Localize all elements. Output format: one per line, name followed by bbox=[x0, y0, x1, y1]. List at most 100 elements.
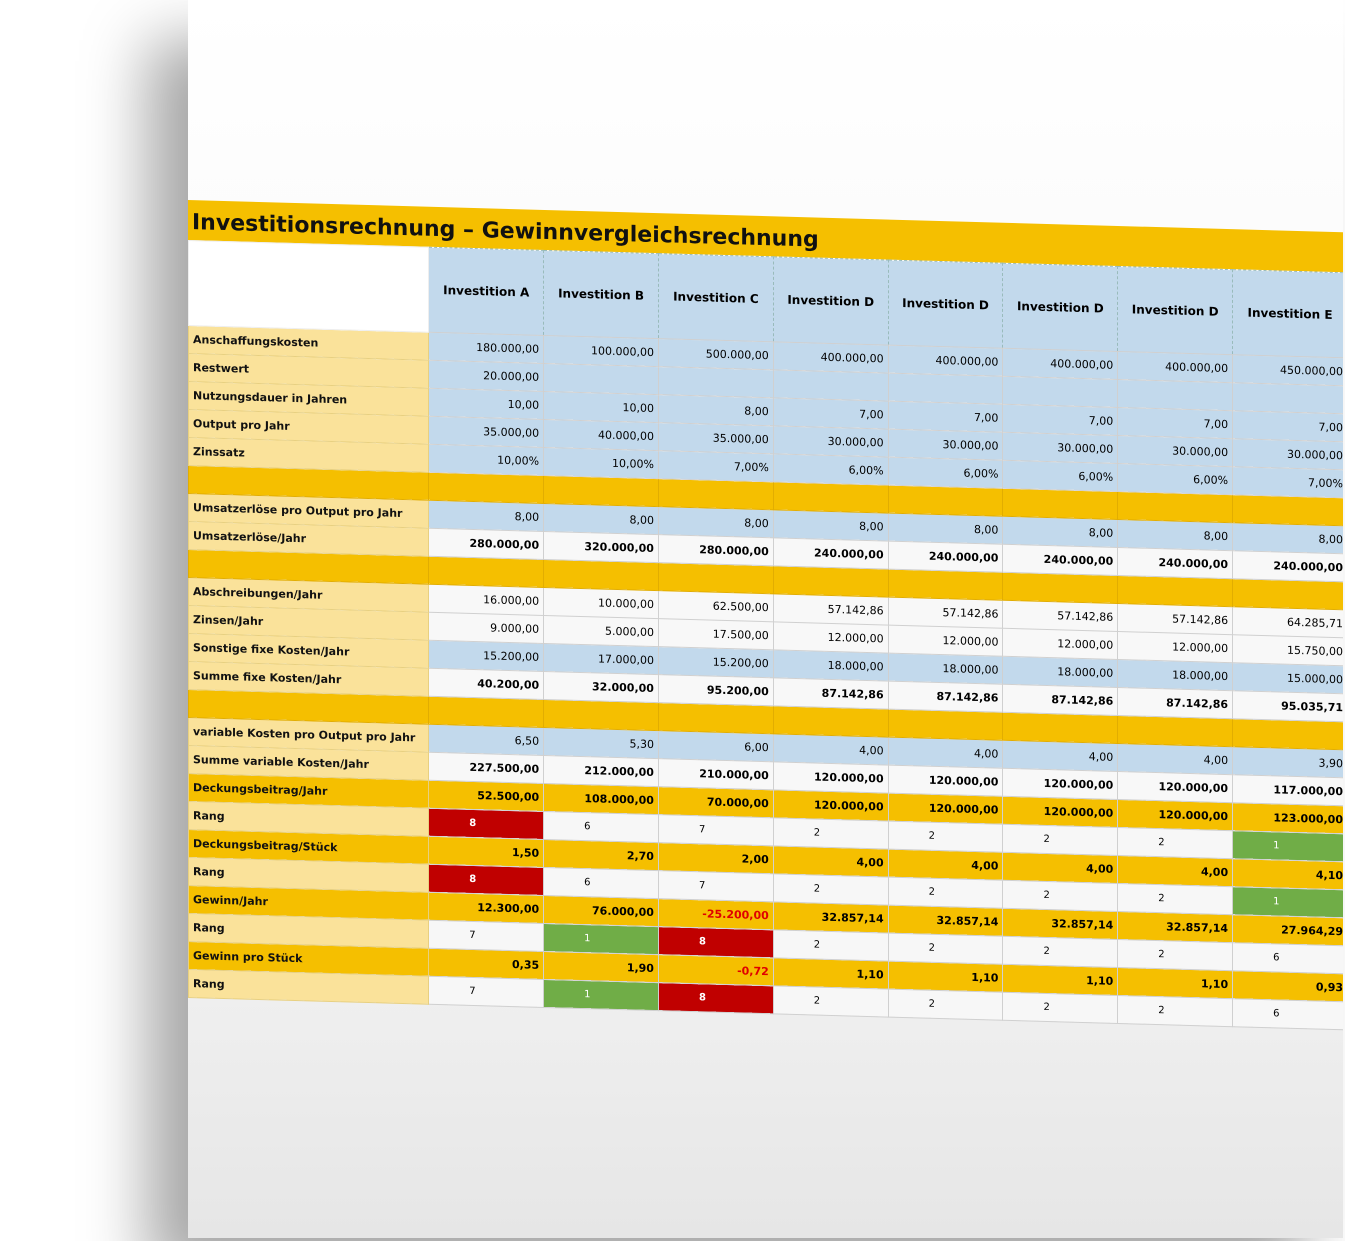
cell: 2 bbox=[773, 985, 889, 1018]
cell: 57.142,86 bbox=[1002, 600, 1118, 632]
cell: 18.000,00 bbox=[888, 653, 1003, 685]
cell: 8,00 bbox=[658, 506, 774, 538]
cell: 10,00 bbox=[428, 388, 544, 420]
cell: 12.000,00 bbox=[1002, 628, 1118, 660]
cell: 6 bbox=[543, 867, 659, 899]
cell: 6 bbox=[1232, 998, 1343, 1030]
cell: 7 bbox=[658, 814, 774, 846]
cell: 95.035,71 bbox=[1232, 690, 1343, 722]
column-header: Investition D bbox=[1117, 266, 1233, 355]
cell: 87.142,86 bbox=[1002, 684, 1118, 716]
cell: 30.000,00 bbox=[773, 425, 889, 458]
separator-cell bbox=[773, 705, 889, 738]
cell bbox=[1117, 379, 1233, 411]
cell: 2 bbox=[888, 989, 1003, 1021]
cell: 120.000,00 bbox=[1002, 796, 1118, 828]
cell: 2 bbox=[1117, 883, 1233, 915]
cell: 76.000,00 bbox=[543, 895, 659, 927]
column-header: Investition D bbox=[888, 260, 1003, 349]
cell: 6,00% bbox=[1002, 460, 1118, 492]
cell: 4,00 bbox=[888, 849, 1003, 881]
cell: 240.000,00 bbox=[1232, 550, 1343, 582]
cell: 4,00 bbox=[773, 845, 889, 878]
column-header: Investition B bbox=[543, 250, 659, 339]
column-header: Investition D bbox=[773, 256, 889, 346]
cell: 4,00 bbox=[1117, 855, 1233, 887]
row-label: Rang bbox=[188, 969, 429, 1005]
cell: 240.000,00 bbox=[1117, 547, 1233, 579]
cell: 1,10 bbox=[1002, 964, 1118, 996]
separator-cell bbox=[1117, 491, 1233, 523]
cell: 95.200,00 bbox=[658, 674, 774, 706]
cell bbox=[773, 369, 889, 402]
cell: 6,50 bbox=[428, 724, 544, 756]
cell: 2 bbox=[888, 821, 1003, 853]
cell: 12.000,00 bbox=[1117, 631, 1233, 663]
cell: 8,00 bbox=[1117, 519, 1233, 551]
cell: 4,00 bbox=[1117, 743, 1233, 775]
cell: 30.000,00 bbox=[1232, 438, 1343, 470]
cell bbox=[543, 363, 659, 395]
separator-cell bbox=[1002, 572, 1118, 604]
cell: 32.857,14 bbox=[773, 901, 889, 934]
cell: 4,10 bbox=[1232, 858, 1343, 890]
cell: 27.964,29 bbox=[1232, 914, 1343, 946]
separator-cell bbox=[888, 569, 1003, 601]
cell: 62.500,00 bbox=[658, 590, 774, 622]
cell: 20.000,00 bbox=[428, 360, 544, 392]
cell: 120.000,00 bbox=[1002, 768, 1118, 800]
cell: 32.857,14 bbox=[888, 905, 1003, 937]
cell: 32.000,00 bbox=[543, 671, 659, 703]
cell: 57.142,86 bbox=[1117, 603, 1233, 635]
cell: 8,00 bbox=[1232, 522, 1343, 554]
cell: 6,00% bbox=[773, 453, 889, 486]
cell: 8 bbox=[658, 926, 774, 958]
cell: 123.000,00 bbox=[1232, 802, 1343, 834]
cell: 15.000,00 bbox=[1232, 662, 1343, 694]
column-header: Investition D bbox=[1002, 263, 1118, 352]
cell: 30.000,00 bbox=[1002, 432, 1118, 464]
cell: 2 bbox=[1002, 992, 1118, 1024]
cell: 7,00% bbox=[1232, 466, 1343, 498]
cell: 120.000,00 bbox=[1117, 771, 1233, 803]
cell bbox=[658, 366, 774, 398]
cell: 2 bbox=[1117, 995, 1233, 1027]
cell: 18.000,00 bbox=[1002, 656, 1118, 688]
cell: 18.000,00 bbox=[773, 649, 889, 682]
cell: 12.300,00 bbox=[428, 892, 544, 924]
cell: 108.000,00 bbox=[543, 783, 659, 815]
separator-cell bbox=[1232, 494, 1343, 526]
cell: 87.142,86 bbox=[888, 681, 1003, 713]
cell: 120.000,00 bbox=[888, 793, 1003, 825]
cell: 240.000,00 bbox=[773, 537, 889, 570]
cell: 280.000,00 bbox=[658, 534, 774, 566]
cell: 180.000,00 bbox=[428, 332, 544, 364]
column-header: Investition C bbox=[658, 253, 774, 342]
cell: 2 bbox=[1117, 939, 1233, 971]
separator-cell bbox=[428, 696, 544, 728]
cell: 6,00 bbox=[658, 730, 774, 762]
cell: 15.200,00 bbox=[658, 646, 774, 678]
cell: 7 bbox=[428, 920, 544, 952]
separator-cell bbox=[428, 556, 544, 588]
cell: 64.285,71 bbox=[1232, 606, 1343, 638]
separator-cell bbox=[428, 472, 544, 504]
cell: 6,00% bbox=[888, 457, 1003, 489]
cell: 280.000,00 bbox=[428, 528, 544, 560]
cell: 8,00 bbox=[658, 394, 774, 426]
cell: 2,00 bbox=[658, 842, 774, 874]
cell: 2 bbox=[1002, 880, 1118, 912]
cell: 2 bbox=[773, 873, 889, 906]
cell: 87.142,86 bbox=[1117, 687, 1233, 719]
cell: 1,50 bbox=[428, 836, 544, 868]
cell: 40.200,00 bbox=[428, 668, 544, 700]
cell: 400.000,00 bbox=[1117, 351, 1233, 383]
column-header: Investition E bbox=[1232, 269, 1343, 358]
cell: 6 bbox=[1232, 942, 1343, 974]
cell: 1,10 bbox=[1117, 967, 1233, 999]
cell: 240.000,00 bbox=[1002, 544, 1118, 576]
cell: 1 bbox=[543, 923, 659, 955]
cell: 1,10 bbox=[773, 957, 889, 990]
cell: 100.000,00 bbox=[543, 335, 659, 367]
